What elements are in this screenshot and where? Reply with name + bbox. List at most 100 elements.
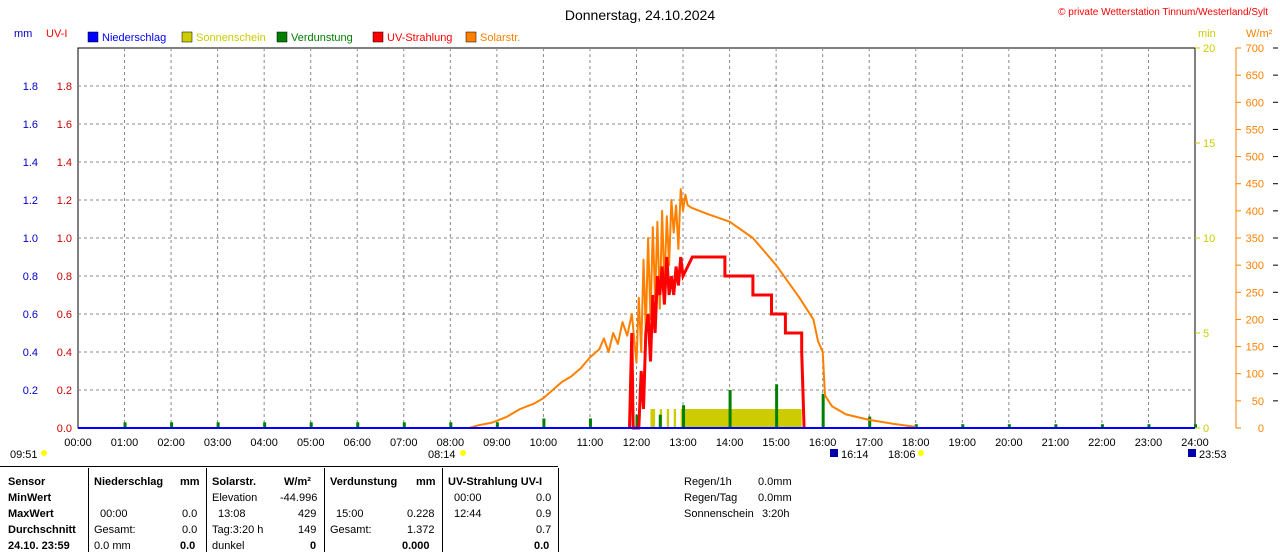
mm-tick-label: 1.2 bbox=[23, 195, 38, 207]
sunset-time: 18:06 bbox=[888, 449, 916, 461]
evaporation-bar bbox=[1054, 424, 1058, 428]
x-tick-label: 20:00 bbox=[995, 437, 1023, 449]
evaporation-bar bbox=[1100, 424, 1104, 428]
sun-marker bbox=[918, 450, 924, 456]
sunset-mark-time: 16:14 bbox=[841, 449, 869, 461]
uvi-tick-label: 1.4 bbox=[57, 157, 72, 169]
uv-max-val: 0.9 bbox=[536, 508, 552, 520]
sun-marker bbox=[460, 450, 466, 456]
uv-current: 0.0 bbox=[534, 540, 550, 552]
min-tick-label: 10 bbox=[1203, 233, 1215, 245]
copyright: © private Wetterstation Tinnum/Westerlan… bbox=[1058, 7, 1268, 18]
solar-tag-label: Tag:3:20 h bbox=[212, 524, 264, 536]
uvi-tick-label: 1.0 bbox=[57, 233, 72, 245]
niederschlag-max-val: 0.0 bbox=[182, 508, 198, 520]
niederschlag-gesamt: 0.0 bbox=[182, 524, 198, 536]
x-tick-label: 00:00 bbox=[64, 437, 92, 449]
stats-table: Sensor MinWert MaxWert Durchschnitt 24.1… bbox=[0, 468, 1280, 552]
legend-swatch bbox=[87, 31, 99, 43]
x-tick-label: 24:00 bbox=[1181, 437, 1209, 449]
solar-header: Solarstr. bbox=[212, 476, 257, 488]
sensor-header: Sensor bbox=[8, 476, 46, 488]
niederschlag-current: 0.0 mm bbox=[94, 540, 131, 552]
uv-min-time: 00:00 bbox=[454, 492, 482, 504]
sunrise-time: 08:14 bbox=[428, 449, 456, 461]
evaporation-bar bbox=[309, 422, 313, 428]
x-tick-label: 23:00 bbox=[1135, 437, 1163, 449]
wm2-tick-label: 550 bbox=[1246, 124, 1264, 136]
summary-value-0: 0.0mm bbox=[758, 476, 792, 488]
legend-label: UV-Strahlung bbox=[387, 32, 452, 44]
wm2-tick-label: 350 bbox=[1246, 233, 1264, 245]
x-tick-label: 04:00 bbox=[250, 437, 278, 449]
legend-label: Solarstr. bbox=[480, 32, 520, 44]
wm2-tick-label: 50 bbox=[1252, 396, 1264, 408]
x-tick-label: 07:00 bbox=[390, 437, 418, 449]
x-tick-label: 18:00 bbox=[902, 437, 930, 449]
x-tick-label: 17:00 bbox=[855, 437, 883, 449]
summary-label-1: Regen/Tag bbox=[684, 492, 738, 504]
evaporation-bar bbox=[1194, 424, 1197, 428]
wm2-tick-label: 100 bbox=[1246, 369, 1264, 381]
min-tick-label: 0 bbox=[1203, 423, 1209, 435]
table-divider bbox=[88, 468, 89, 552]
wm2-tick-label: 700 bbox=[1246, 43, 1264, 55]
wm2-tick-label: 300 bbox=[1246, 260, 1264, 272]
x-tick-label: 11:00 bbox=[577, 437, 604, 449]
summary-label-0: Regen/1h bbox=[684, 476, 732, 488]
uv-header: UV-Strahlung UV-I bbox=[448, 476, 543, 488]
wm2-tick-label: 500 bbox=[1246, 152, 1264, 164]
verdunstung-max-val: 0.228 bbox=[407, 508, 435, 520]
x-tick-label: 21:00 bbox=[1042, 437, 1070, 449]
solar-current: 0 bbox=[310, 540, 317, 552]
verdunstung-max-time: 15:00 bbox=[336, 508, 364, 520]
evaporation-bar bbox=[123, 422, 127, 428]
unit-min: min bbox=[1198, 28, 1216, 40]
niederschlag-current-bold: 0.0 bbox=[180, 540, 196, 552]
wm2-tick-label: 250 bbox=[1246, 287, 1264, 299]
mm-tick-label: 0.4 bbox=[23, 347, 38, 359]
x-tick-label: 10:00 bbox=[530, 437, 558, 449]
unit-mm: mm bbox=[14, 28, 32, 40]
uv-avg: 0.7 bbox=[536, 524, 552, 536]
min-tick-label: 15 bbox=[1203, 138, 1215, 150]
x-tick-label: 05:00 bbox=[297, 437, 325, 449]
evaporation-bar bbox=[775, 384, 779, 428]
niederschlag-header: Niederschlag bbox=[94, 476, 164, 488]
legend-swatch bbox=[465, 31, 477, 43]
x-tick-label: 12:00 bbox=[623, 437, 651, 449]
mm-tick-label: 1.6 bbox=[23, 119, 38, 131]
time-left: 09:51 bbox=[10, 449, 38, 461]
summary-label-2: Sonnenschein bbox=[684, 508, 754, 520]
table-divider bbox=[558, 468, 559, 552]
uvi-tick-label: 0.6 bbox=[57, 309, 72, 321]
uvi-tick-label: 0.8 bbox=[57, 271, 72, 283]
evaporation-bar bbox=[821, 393, 825, 428]
x-tick-label: 03:00 bbox=[204, 437, 232, 449]
table-top-border bbox=[0, 466, 558, 467]
uvi-tick-label: 1.2 bbox=[57, 195, 72, 207]
x-tick-label: 13:00 bbox=[669, 437, 697, 449]
sunshine-bar bbox=[666, 409, 670, 428]
legend-swatch bbox=[372, 31, 384, 43]
wm2-tick-label: 150 bbox=[1246, 342, 1264, 354]
legend-swatch bbox=[276, 31, 288, 43]
evaporation-bar bbox=[914, 424, 918, 428]
row-durchschnitt: Durchschnitt bbox=[8, 524, 76, 536]
time-right: 23:53 bbox=[1199, 449, 1227, 461]
x-tick-label: 02:00 bbox=[157, 437, 185, 449]
evaporation-bar bbox=[658, 414, 662, 428]
x-tick-label: 22:00 bbox=[1088, 437, 1116, 449]
x-tick-label: 14:00 bbox=[716, 437, 744, 449]
min-tick-label: 5 bbox=[1203, 328, 1209, 340]
uvi-tick-label: 0.0 bbox=[57, 423, 72, 435]
table-divider bbox=[442, 468, 443, 552]
evaporation-bar bbox=[635, 414, 639, 428]
x-tick-label: 08:00 bbox=[437, 437, 465, 449]
legend-swatch bbox=[181, 31, 193, 43]
x-tick-label: 09:00 bbox=[483, 437, 511, 449]
uvi-tick-label: 0.4 bbox=[57, 347, 72, 359]
evaporation-bar bbox=[961, 424, 965, 428]
x-tick-label: 01:00 bbox=[111, 437, 139, 449]
niederschlag-unit: mm bbox=[180, 476, 200, 488]
